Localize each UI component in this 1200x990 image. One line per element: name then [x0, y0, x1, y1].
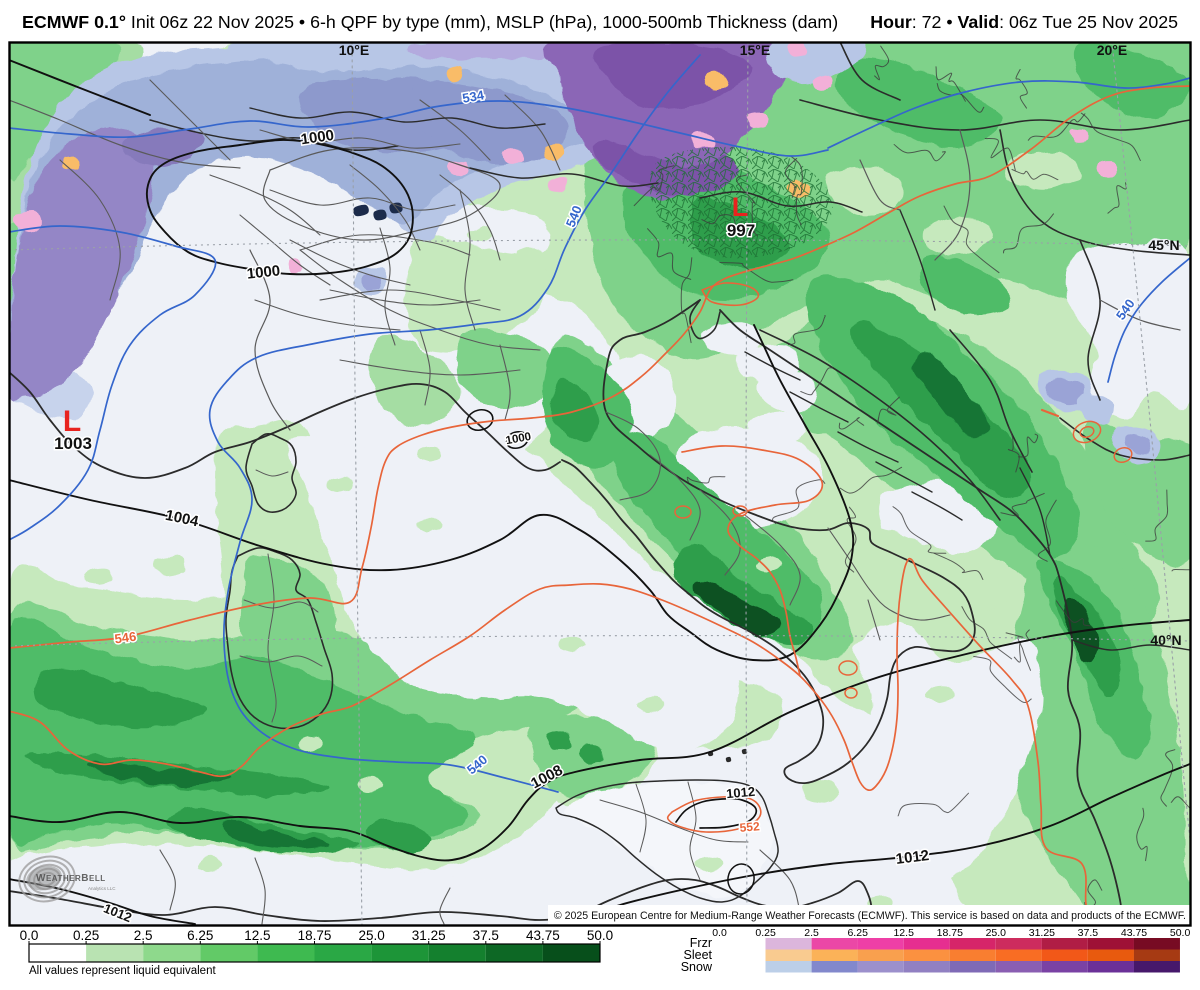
svg-text:ECMWF 0.1° Init 06z 22 Nov 202: ECMWF 0.1° Init 06z 22 Nov 2025 • 6-h QP…: [22, 12, 838, 32]
svg-text:2.5: 2.5: [134, 928, 153, 943]
svg-text:Analytics LLC: Analytics LLC: [88, 886, 116, 891]
svg-text:2.5: 2.5: [804, 927, 819, 939]
svg-text:0.0: 0.0: [20, 928, 39, 943]
svg-text:L: L: [63, 405, 81, 438]
svg-text:0.25: 0.25: [73, 928, 99, 943]
svg-text:18.75: 18.75: [298, 928, 332, 943]
svg-text:534: 534: [461, 87, 486, 106]
svg-text:37.5: 37.5: [473, 928, 499, 943]
svg-text:0.0: 0.0: [712, 927, 727, 939]
svg-text:WEATHERBELL: WEATHERBELL: [36, 873, 106, 884]
svg-text:31.25: 31.25: [1029, 927, 1055, 939]
svg-text:10°E: 10°E: [339, 42, 370, 58]
svg-text:43.75: 43.75: [1121, 927, 1147, 939]
svg-text:1003: 1003: [54, 434, 92, 453]
svg-text:Snow: Snow: [681, 960, 713, 974]
svg-text:12.5: 12.5: [244, 928, 270, 943]
svg-text:L: L: [732, 192, 749, 222]
svg-text:18.75: 18.75: [937, 927, 963, 939]
svg-text:50.0: 50.0: [587, 928, 613, 943]
svg-text:552: 552: [739, 819, 760, 835]
svg-text:25.0: 25.0: [358, 928, 384, 943]
svg-text:© 2025 European Centre for Med: © 2025 European Centre for Medium-Range …: [554, 910, 1186, 922]
svg-text:546: 546: [114, 629, 138, 647]
svg-text:6.25: 6.25: [187, 928, 213, 943]
svg-text:40°N: 40°N: [1150, 632, 1181, 648]
svg-text:1012: 1012: [895, 847, 930, 868]
svg-text:1012: 1012: [726, 784, 756, 801]
svg-text:20°E: 20°E: [1097, 42, 1128, 58]
svg-text:Sleet: Sleet: [684, 948, 713, 962]
svg-text:1000: 1000: [246, 262, 281, 282]
svg-text:12.5: 12.5: [893, 927, 914, 939]
svg-text:Frzr: Frzr: [690, 936, 712, 950]
svg-text:0.25: 0.25: [755, 927, 776, 939]
svg-text:43.75: 43.75: [526, 928, 560, 943]
svg-text:6.25: 6.25: [847, 927, 868, 939]
svg-text:31.25: 31.25: [412, 928, 446, 943]
svg-text:45°N: 45°N: [1148, 237, 1179, 253]
svg-text:50.0: 50.0: [1170, 927, 1191, 939]
svg-text:15°E: 15°E: [740, 42, 771, 58]
svg-text:37.5: 37.5: [1078, 927, 1099, 939]
svg-text:997: 997: [727, 221, 755, 240]
svg-text:All values represent liquid eq: All values represent liquid equivalent: [29, 965, 216, 977]
svg-text:25.0: 25.0: [986, 927, 1007, 939]
svg-text:Hour: 72 • Valid: 06z Tue 25 N: Hour: 72 • Valid: 06z Tue 25 Nov 2025: [870, 12, 1178, 32]
